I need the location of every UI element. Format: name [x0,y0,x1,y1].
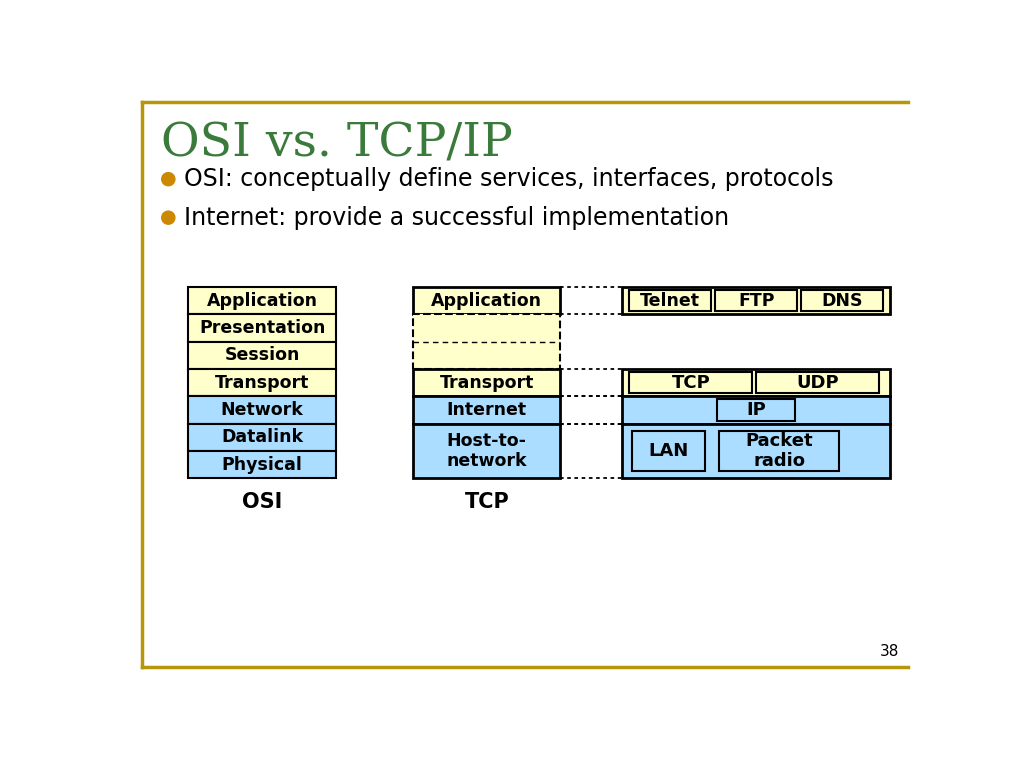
Bar [414,424,560,478]
Bar [188,314,336,342]
Bar [188,424,336,451]
Text: Internet: Internet [446,401,527,419]
Bar [715,290,797,311]
Bar [756,372,879,393]
Text: OSI vs. TCP/IP: OSI vs. TCP/IP [161,121,512,167]
Bar [414,369,560,396]
Bar [188,287,336,314]
Text: Telnet: Telnet [640,292,700,310]
Bar [630,290,712,311]
Bar [414,314,560,369]
Text: Application: Application [431,292,543,310]
Text: Packet
radio: Packet radio [745,432,813,470]
Text: 38: 38 [880,644,899,659]
Text: TCP: TCP [465,492,509,512]
Text: Internet: provide a successful implementation: Internet: provide a successful implement… [183,206,729,230]
Text: DNS: DNS [821,292,862,310]
Text: Presentation: Presentation [199,319,326,337]
Text: Datalink: Datalink [221,429,303,446]
Circle shape [162,211,175,224]
Text: UDP: UDP [797,374,839,392]
Bar [623,369,890,396]
Text: OSI: OSI [242,492,283,512]
Text: Transport: Transport [439,374,534,392]
Bar [414,287,560,314]
Bar [632,432,706,471]
Text: Application: Application [207,292,317,310]
Text: TCP: TCP [672,374,711,392]
Bar [188,451,336,478]
Bar [630,372,753,393]
Text: LAN: LAN [648,442,689,460]
Text: Transport: Transport [215,374,309,392]
Bar [801,290,883,311]
Circle shape [162,173,175,186]
Bar [188,369,336,396]
Text: Network: Network [221,401,303,419]
Bar [188,396,336,424]
Bar [623,287,890,314]
Bar [623,396,890,424]
Text: IP: IP [746,401,766,419]
Bar [623,424,890,478]
Text: FTP: FTP [738,292,774,310]
Text: Physical: Physical [221,455,302,474]
Bar [719,432,840,471]
Text: OSI: conceptually define services, interfaces, protocols: OSI: conceptually define services, inter… [183,167,834,191]
Text: Host-to-
network: Host-to- network [446,432,527,470]
Bar [718,399,795,421]
Text: Session: Session [224,346,300,364]
Bar [188,342,336,369]
Bar [414,396,560,424]
